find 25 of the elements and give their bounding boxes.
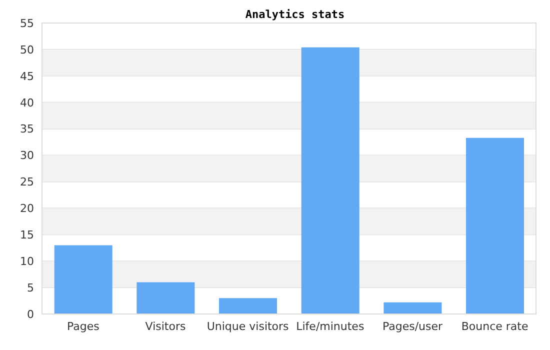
chart-title: Analytics stats <box>244 8 346 21</box>
x-tick-label: Visitors <box>145 320 186 333</box>
y-tick-label: 50 <box>20 43 34 56</box>
x-tick-label: Pages <box>66 320 100 333</box>
y-tick-label: 35 <box>20 122 34 136</box>
y-tick-label: 15 <box>20 228 34 242</box>
x-tick-label: Pages/user <box>382 320 444 333</box>
bar <box>301 47 360 314</box>
x-tick-label: Unique visitors <box>206 320 290 333</box>
y-tick-label: 25 <box>20 176 34 189</box>
y-tick-label: 20 <box>20 202 34 216</box>
y-tick-label: 30 <box>20 149 34 162</box>
bar <box>136 282 195 314</box>
y-tick-label: 5 <box>27 281 34 294</box>
x-tick-label: Life/minutes <box>296 320 364 333</box>
bar <box>384 302 442 314</box>
y-tick-label: 45 <box>20 70 34 83</box>
x-tick-label: Bounce rate <box>461 320 528 333</box>
y-tick-label: 40 <box>20 96 34 110</box>
bar <box>466 138 524 314</box>
bar <box>54 245 112 314</box>
y-tick-label: 10 <box>20 254 34 268</box>
y-tick-label: 0 <box>27 308 34 321</box>
bar <box>219 298 278 314</box>
y-tick-label: 55 <box>20 16 34 30</box>
